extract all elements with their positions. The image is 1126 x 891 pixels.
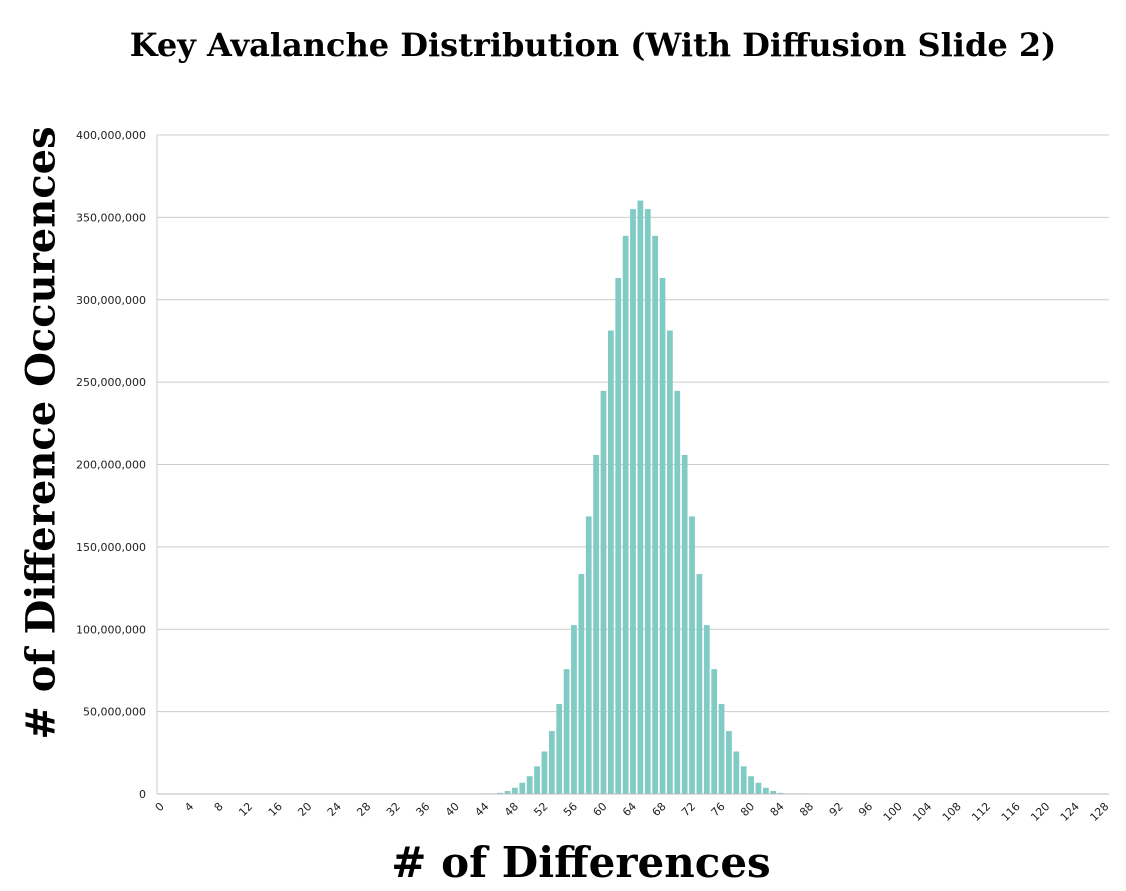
- bar: [563, 669, 570, 794]
- x-tick-label: 84: [768, 800, 787, 819]
- bar: [748, 776, 754, 794]
- bar: [519, 782, 526, 794]
- bar: [504, 791, 511, 794]
- bar: [689, 516, 695, 794]
- x-tick-label: 100: [881, 800, 905, 824]
- bar: [607, 330, 614, 794]
- bar: [777, 792, 784, 794]
- bar: [755, 782, 762, 794]
- x-tick-label: 64: [620, 800, 639, 819]
- bar: [615, 278, 622, 794]
- bar: [637, 200, 644, 794]
- bar: [733, 751, 740, 794]
- y-tick-label: 350,000,000: [76, 211, 146, 224]
- y-tick-label: 100,000,000: [76, 623, 146, 636]
- x-tick-label: 88: [797, 800, 816, 819]
- x-tick-label: 120: [1028, 800, 1052, 824]
- x-tick-label: 104: [910, 800, 934, 824]
- axes: [156, 135, 1109, 795]
- y-tick-labels: 0 50,000,000 100,000,000 150,000,000 200,000…: [76, 129, 146, 801]
- x-tick-label: 32: [384, 800, 403, 819]
- bar: [593, 454, 599, 794]
- x-tick-label: 124: [1058, 800, 1082, 824]
- bar: [718, 704, 725, 794]
- bar: [622, 235, 629, 794]
- x-tick-label: 48: [502, 800, 521, 819]
- x-tick-label: 52: [531, 800, 550, 819]
- bar: [585, 516, 592, 794]
- y-tick-label: 400,000,000: [76, 129, 146, 142]
- x-tick-label: 40: [443, 800, 462, 819]
- x-tick-label: 8: [212, 800, 226, 814]
- bar: [512, 787, 518, 794]
- y-tick-label: 300,000,000: [76, 294, 146, 307]
- bar: [571, 625, 577, 794]
- y-tick-label: 0: [139, 788, 146, 801]
- x-axis-title: # of Differences: [391, 838, 771, 887]
- x-tick-label: 92: [827, 800, 846, 819]
- x-tick-label: 96: [856, 800, 875, 819]
- y-tick-label: 250,000,000: [76, 376, 146, 389]
- x-tick-label: 112: [969, 800, 993, 824]
- x-tick-label: 24: [325, 800, 344, 819]
- x-tick-label: 116: [999, 800, 1023, 824]
- x-tick-label: 28: [354, 800, 373, 819]
- y-tick-label: 150,000,000: [76, 541, 146, 554]
- x-tick-label: 12: [236, 800, 255, 819]
- bar: [703, 625, 710, 794]
- bar: [534, 766, 540, 794]
- bar: [526, 776, 533, 794]
- bar: [548, 731, 555, 794]
- bar: [726, 731, 732, 794]
- y-tick-label: 50,000,000: [83, 706, 146, 719]
- x-tick-label: 0: [153, 800, 167, 814]
- x-tick-label: 108: [940, 800, 964, 824]
- y-tick-label: 200,000,000: [76, 459, 146, 472]
- chart-title: Key Avalanche Distribution (With Diffusi…: [129, 26, 1057, 64]
- x-tick-label: 76: [709, 800, 728, 819]
- x-tick-label: 36: [413, 800, 432, 819]
- bar: [762, 787, 769, 794]
- x-tick-labels: 0 4 8 12 16 20 24 28 32 36 40 44 48 52 56 60 64 68 72 76 80 8…: [153, 800, 1112, 824]
- y-axis-title: # of Difference Occurences: [17, 126, 65, 740]
- x-tick-label: 128: [1087, 800, 1111, 824]
- x-tick-label: 80: [738, 800, 757, 819]
- bar: [630, 209, 636, 794]
- x-tick-label: 44: [472, 800, 491, 819]
- x-tick-label: 60: [591, 800, 610, 819]
- x-tick-label: 16: [266, 800, 285, 819]
- bar: [497, 792, 504, 794]
- x-tick-label: 20: [295, 800, 314, 819]
- x-tick-label: 68: [650, 800, 669, 819]
- bar: [667, 330, 673, 794]
- x-tick-label: 56: [561, 800, 580, 819]
- bar: [652, 235, 659, 794]
- bar: [578, 574, 585, 794]
- bar: [740, 766, 747, 794]
- x-tick-label: 4: [182, 800, 196, 814]
- bar: [674, 390, 681, 794]
- x-tick-label: 72: [679, 800, 698, 819]
- bar: [600, 390, 607, 794]
- bar: [770, 791, 777, 794]
- bar: [711, 669, 718, 794]
- bar: [681, 454, 688, 794]
- bar: [556, 704, 563, 794]
- bar: [659, 278, 666, 794]
- bar: [541, 751, 548, 794]
- bars: [482, 200, 806, 794]
- bar: [644, 209, 651, 794]
- bar: [696, 574, 703, 794]
